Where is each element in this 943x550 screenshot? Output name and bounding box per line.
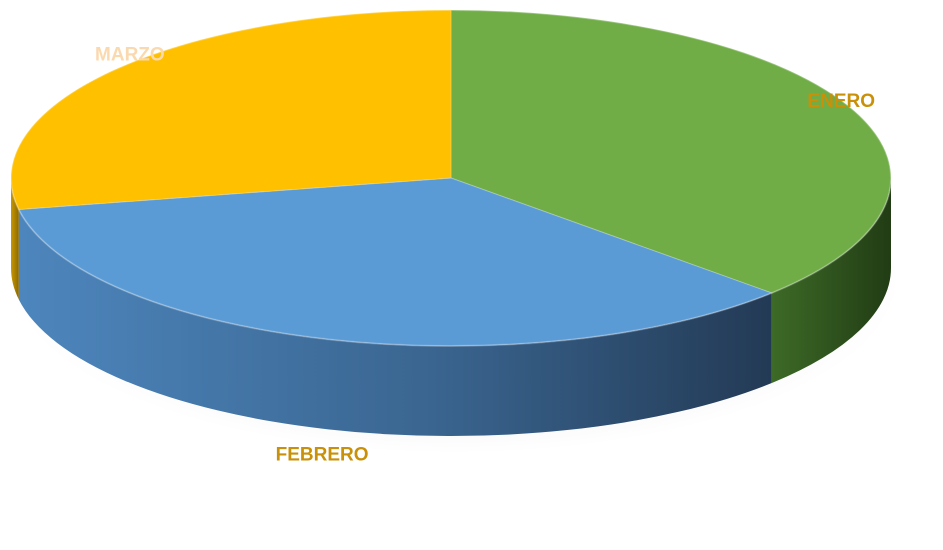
pie-slice-enero	[450, 9, 892, 294]
pie-slice-febrero	[18, 177, 774, 347]
pie-slice-marzo	[10, 9, 452, 211]
pie-wall-enero	[771, 178, 891, 383]
data-label-febrero: FEBRERO	[276, 444, 369, 465]
pie-rim	[10, 9, 892, 347]
data-label-enero: ENERO	[807, 91, 875, 112]
pie-wall-marzo	[10, 178, 19, 300]
data-label-marzo: MARZO	[95, 44, 165, 65]
pie-wall-febrero	[18, 209, 772, 436]
